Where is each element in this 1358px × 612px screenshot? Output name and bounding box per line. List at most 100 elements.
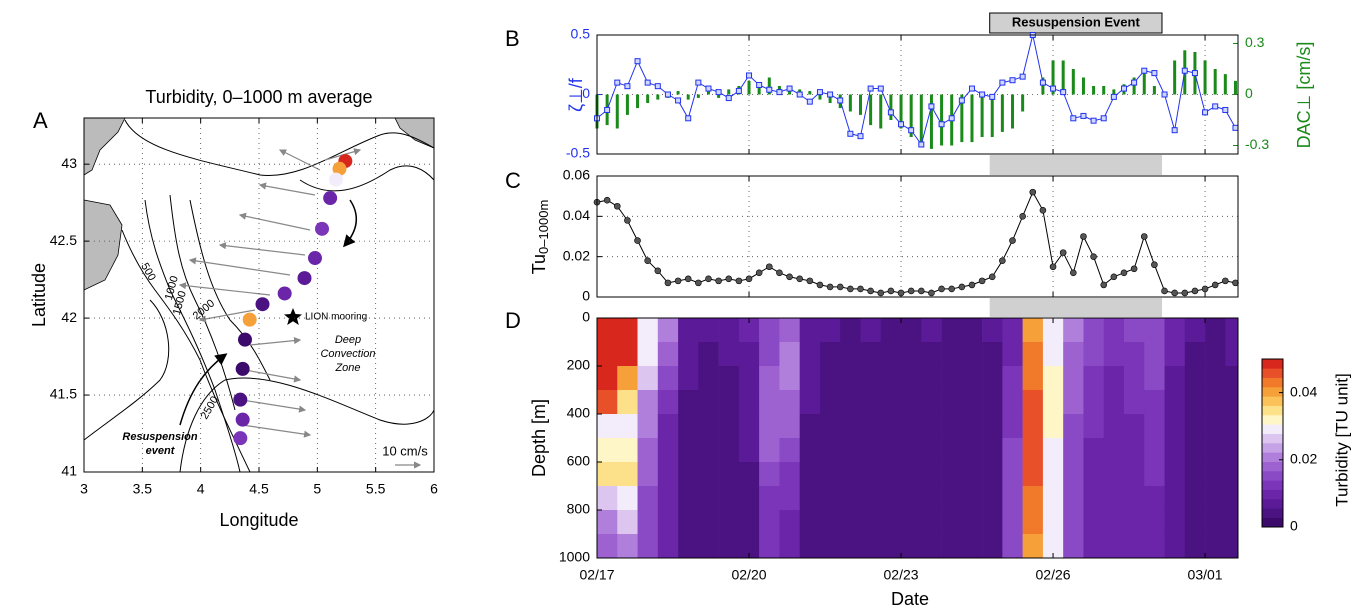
marker — [826, 283, 834, 291]
annotation: 10 cm/s — [382, 443, 428, 458]
heatmap-cell — [1042, 462, 1064, 487]
marker — [1212, 103, 1219, 110]
y-tick-label: 0 — [582, 309, 590, 325]
marker — [786, 85, 793, 92]
heatmap-cell — [1164, 486, 1186, 511]
heatmap-cell — [698, 390, 719, 415]
colorbar-swatch — [1262, 489, 1283, 500]
plot-frame — [83, 117, 435, 473]
marker — [1181, 67, 1188, 74]
marker — [1070, 269, 1077, 277]
heatmap-cell — [961, 414, 983, 439]
marker — [1059, 249, 1067, 256]
x-tick-label: 02/23 — [884, 567, 919, 583]
marker — [1120, 85, 1127, 92]
colorbar-swatch — [1262, 377, 1283, 388]
heatmap-cell — [759, 342, 780, 367]
colorbar-swatch — [1262, 461, 1283, 472]
heatmap-cell — [921, 414, 942, 439]
heatmap-cell — [1083, 414, 1105, 439]
heatmap-cell — [921, 534, 942, 558]
marker — [674, 277, 682, 285]
heatmap-cell — [982, 486, 1003, 511]
y-tick-label: 0.06 — [563, 167, 590, 183]
heatmap-cell — [1063, 510, 1084, 535]
heatmap-cell — [1042, 534, 1064, 558]
y-tick-label: 800 — [567, 501, 591, 517]
marker — [1039, 79, 1046, 86]
marker — [877, 85, 884, 92]
track-point — [235, 412, 250, 427]
bar — [1061, 60, 1065, 95]
marker — [1191, 287, 1199, 295]
bar — [1213, 69, 1217, 95]
bar — [1000, 94, 1004, 132]
panel-label: B — [505, 26, 520, 51]
marker — [1151, 261, 1158, 269]
line — [596, 34, 1236, 146]
heatmap-cell — [617, 390, 638, 415]
marker — [806, 277, 814, 285]
marker — [1050, 85, 1057, 92]
heatmap-cell — [799, 342, 821, 367]
heatmap-cell — [779, 414, 800, 439]
heatmap-cell — [1022, 414, 1044, 439]
heatmap-cell — [860, 366, 882, 391]
heatmap-cell — [1083, 462, 1105, 487]
heatmap-cell — [1103, 366, 1125, 391]
heatmap-cell — [860, 390, 882, 415]
bar — [980, 94, 984, 137]
y-tick-label: 0.3 — [1245, 34, 1265, 50]
heatmap-cell — [1144, 462, 1165, 487]
bar — [818, 94, 822, 100]
bar — [970, 94, 974, 143]
marker — [745, 275, 753, 283]
heatmap-cell — [1042, 486, 1064, 511]
marker — [948, 115, 955, 122]
heatmap-cell — [657, 438, 679, 463]
marker — [1110, 93, 1117, 100]
heatmap-cell — [880, 318, 902, 343]
heatmap-cell — [1164, 462, 1186, 487]
heatmap-cell — [901, 414, 922, 439]
bar — [615, 94, 619, 129]
heatmap-cell — [1063, 462, 1084, 487]
bar — [1132, 77, 1136, 95]
y-tick-label: 0.5 — [571, 26, 591, 42]
marker — [1171, 289, 1178, 297]
heatmap-cell — [961, 534, 983, 558]
heatmap-cell — [718, 342, 740, 367]
heatmap-cell — [1184, 366, 1206, 391]
y-tick-label: 400 — [567, 405, 591, 421]
marker — [1009, 237, 1016, 244]
bar — [757, 84, 761, 95]
bar — [1071, 69, 1075, 95]
heatmap-cell — [779, 534, 800, 558]
heatmap-cell — [637, 534, 659, 558]
bar — [1173, 60, 1177, 95]
heatmap-cell — [860, 534, 882, 558]
heatmap-cell — [597, 534, 618, 558]
flow-arrow — [343, 199, 357, 248]
heatmap-cell — [617, 438, 638, 463]
heatmap-cell — [880, 486, 902, 511]
line — [596, 190, 1236, 294]
heatmap-cell — [941, 366, 963, 391]
marker — [644, 79, 651, 86]
heatmap-cell — [597, 486, 618, 511]
heatmap-cell — [840, 462, 861, 487]
heatmap-cell — [617, 342, 638, 367]
heatmap-cell — [698, 462, 719, 487]
heatmap-cell — [1002, 462, 1023, 487]
bar — [1021, 94, 1025, 112]
marker — [675, 97, 682, 104]
marker — [958, 97, 965, 104]
heatmap-cell — [860, 462, 882, 487]
heatmap-cell — [860, 318, 882, 343]
marker — [877, 289, 885, 297]
heatmap-cell — [759, 414, 780, 439]
heatmap-cell — [880, 366, 902, 391]
heatmap-cell — [657, 366, 679, 391]
heatmap-cell — [779, 438, 800, 463]
marker — [624, 217, 631, 224]
